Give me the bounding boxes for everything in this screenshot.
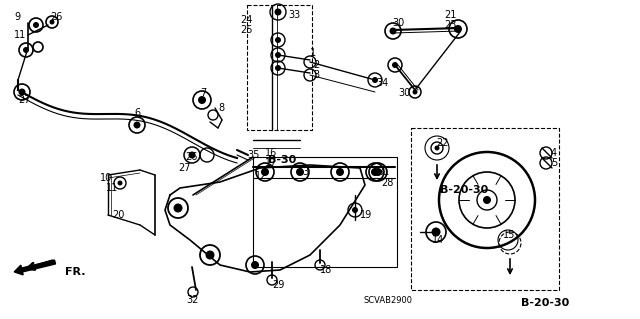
Circle shape — [336, 168, 344, 176]
Circle shape — [23, 47, 29, 53]
Circle shape — [173, 204, 182, 212]
Text: 26: 26 — [185, 152, 197, 162]
Circle shape — [296, 168, 304, 176]
Text: 26: 26 — [50, 12, 62, 22]
Text: 27: 27 — [178, 163, 191, 173]
Text: FR.: FR. — [65, 267, 86, 277]
Circle shape — [435, 145, 440, 151]
Circle shape — [275, 65, 281, 71]
Circle shape — [118, 181, 122, 186]
Text: 28: 28 — [381, 178, 394, 188]
Text: 29: 29 — [272, 280, 284, 290]
Text: 19: 19 — [360, 210, 372, 220]
Text: B-20-30: B-20-30 — [521, 298, 569, 308]
Circle shape — [390, 27, 397, 34]
Text: 9: 9 — [14, 12, 20, 22]
Text: 5: 5 — [551, 158, 557, 168]
Text: 4: 4 — [551, 148, 557, 158]
Bar — [247, 5, 312, 130]
Circle shape — [275, 37, 281, 43]
Text: 21: 21 — [444, 10, 456, 20]
Text: B-20-30: B-20-30 — [440, 185, 488, 195]
Circle shape — [483, 196, 491, 204]
Circle shape — [134, 122, 141, 129]
Text: 14: 14 — [432, 235, 444, 245]
Text: B-30: B-30 — [268, 155, 296, 165]
Text: 1: 1 — [310, 48, 316, 58]
Circle shape — [352, 207, 358, 213]
Text: 22: 22 — [436, 138, 449, 148]
Text: 35: 35 — [247, 150, 259, 160]
Text: 34: 34 — [376, 78, 388, 88]
Text: 11: 11 — [14, 30, 26, 40]
Circle shape — [19, 88, 26, 95]
Circle shape — [261, 168, 269, 176]
Circle shape — [374, 168, 382, 176]
Text: 2: 2 — [313, 60, 319, 70]
Circle shape — [372, 77, 378, 83]
Text: 30: 30 — [398, 88, 410, 98]
FancyArrow shape — [14, 260, 56, 275]
Circle shape — [371, 168, 379, 176]
Circle shape — [205, 250, 214, 259]
Circle shape — [275, 9, 282, 16]
Text: 30: 30 — [392, 18, 404, 28]
Text: 25: 25 — [240, 25, 253, 35]
Circle shape — [413, 90, 417, 94]
Text: 32: 32 — [186, 295, 198, 305]
Text: 16: 16 — [265, 148, 277, 158]
Text: 15: 15 — [503, 230, 515, 240]
Text: 6: 6 — [134, 108, 140, 118]
Text: 8: 8 — [218, 103, 224, 113]
Bar — [253, 157, 397, 267]
Circle shape — [189, 152, 195, 159]
Text: 12: 12 — [255, 171, 268, 181]
Text: SCVAB2900: SCVAB2900 — [364, 296, 413, 305]
Text: 17: 17 — [265, 158, 277, 168]
Text: 7: 7 — [200, 88, 206, 98]
Text: 13: 13 — [298, 167, 310, 177]
Text: 31: 31 — [377, 167, 389, 177]
Circle shape — [251, 261, 259, 269]
Text: 33: 33 — [288, 10, 300, 20]
Text: 27: 27 — [18, 95, 31, 105]
Text: 20: 20 — [112, 210, 124, 220]
Circle shape — [49, 19, 54, 25]
Text: 18: 18 — [320, 265, 332, 275]
Circle shape — [275, 52, 281, 58]
Circle shape — [392, 62, 398, 68]
Text: 11: 11 — [106, 183, 118, 193]
Text: 3: 3 — [313, 70, 319, 80]
Text: 23: 23 — [444, 20, 456, 30]
Circle shape — [431, 227, 440, 236]
Circle shape — [198, 96, 206, 104]
Text: 24: 24 — [240, 15, 252, 25]
Circle shape — [454, 25, 462, 33]
Text: 10: 10 — [100, 173, 112, 183]
Circle shape — [33, 22, 39, 28]
Bar — [411, 128, 559, 290]
